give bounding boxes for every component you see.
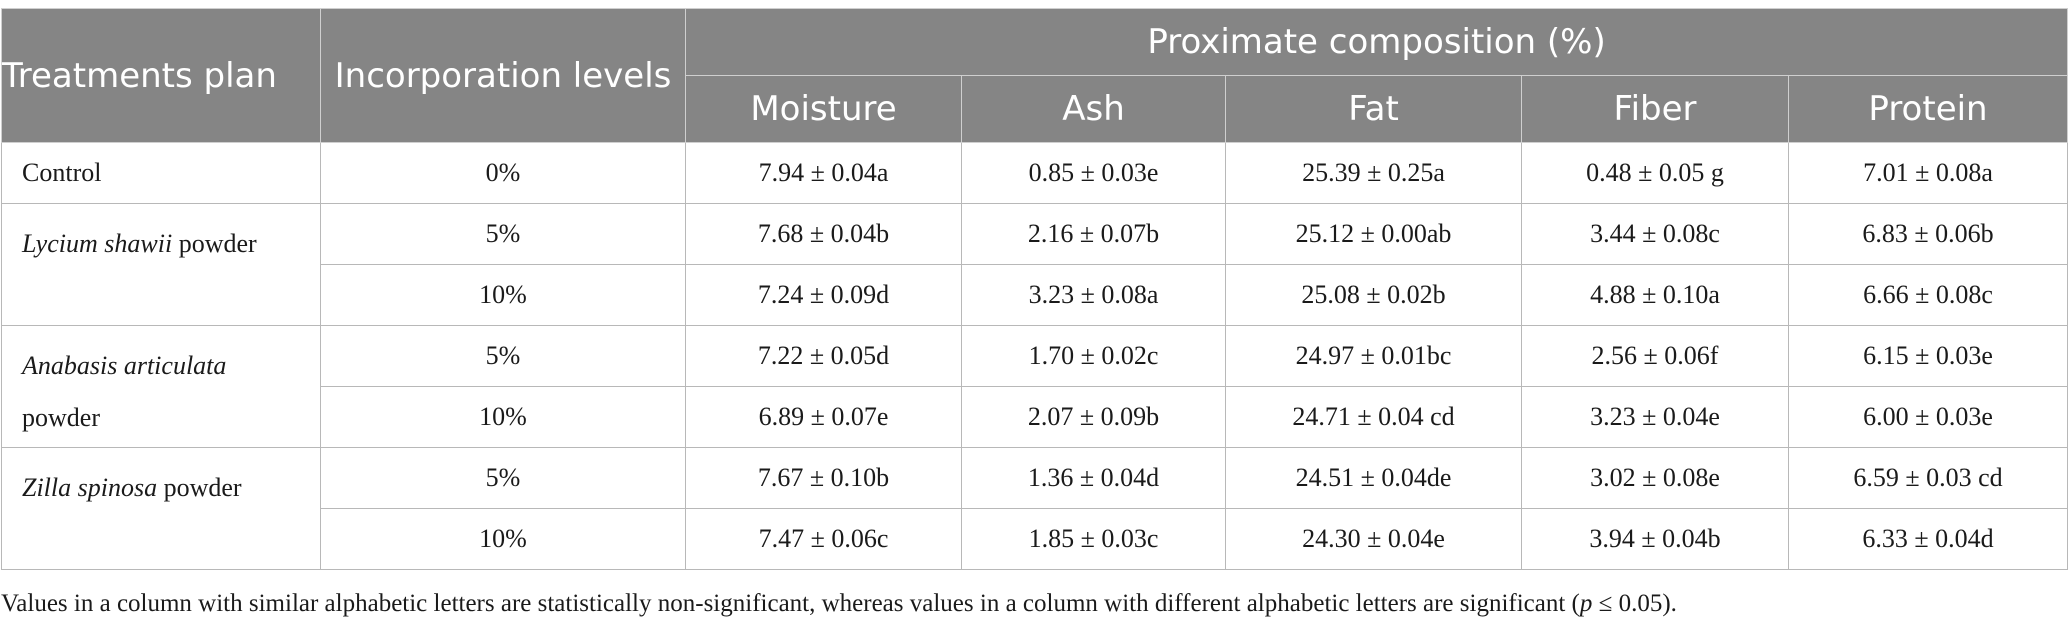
fat-value: 25.12 ± 0.00ab bbox=[1225, 203, 1522, 265]
header-moisture: Moisture bbox=[685, 75, 962, 143]
protein-value: 6.00 ± 0.03e bbox=[1787, 386, 2068, 448]
table-footnote: Values in a column with similar alphabet… bbox=[1, 590, 1677, 618]
treatment-name: Anabasis articulata powder bbox=[1, 325, 321, 448]
ash-value: 3.23 ± 0.08a bbox=[961, 264, 1226, 326]
treatment-name: Control bbox=[1, 142, 321, 204]
footnote-text: Values in a column with similar alphabet… bbox=[1, 590, 1580, 617]
moisture-value: 7.68 ± 0.04b bbox=[685, 203, 962, 265]
fiber-value: 3.44 ± 0.08c bbox=[1521, 203, 1789, 265]
incorporation-level: 5% bbox=[320, 325, 686, 387]
table-row: Zilla spinosa powder 5% 7.67 ± 0.10b 1.3… bbox=[1, 447, 2068, 570]
moisture-value: 6.89 ± 0.07e bbox=[685, 386, 962, 448]
fat-value: 24.51 ± 0.04de bbox=[1225, 447, 1522, 509]
incorporation-level: 10% bbox=[320, 508, 686, 570]
table-row: Lycium shawii powder 5% 7.68 ± 0.04b 2.1… bbox=[1, 203, 2068, 326]
ash-value: 1.85 ± 0.03c bbox=[961, 508, 1226, 570]
moisture-value: 7.24 ± 0.09d bbox=[685, 264, 962, 326]
incorporation-level: 5% bbox=[320, 447, 686, 509]
treatment-name: Lycium shawii powder bbox=[1, 203, 321, 326]
treatment-name-rest: Control bbox=[22, 158, 102, 187]
fat-value: 25.39 ± 0.25a bbox=[1225, 142, 1522, 204]
fat-value: 25.08 ± 0.02b bbox=[1225, 264, 1522, 326]
incorporation-level: 10% bbox=[320, 264, 686, 326]
fat-value: 24.30 ± 0.04e bbox=[1225, 508, 1522, 570]
fat-value: 24.97 ± 0.01bc bbox=[1225, 325, 1522, 387]
table-row: Anabasis articulata powder 5% 7.22 ± 0.0… bbox=[1, 325, 2068, 448]
ash-value: 2.16 ± 0.07b bbox=[961, 203, 1226, 265]
header-fat: Fat bbox=[1225, 75, 1522, 143]
fiber-value: 3.94 ± 0.04b bbox=[1521, 508, 1789, 570]
fiber-value: 4.88 ± 0.10a bbox=[1521, 264, 1789, 326]
protein-value: 6.15 ± 0.03e bbox=[1787, 325, 2068, 387]
ash-value: 0.85 ± 0.03e bbox=[961, 142, 1226, 204]
moisture-value: 7.67 ± 0.10b bbox=[685, 447, 962, 509]
treatment-name-italic: Zilla spinosa bbox=[22, 473, 158, 502]
ash-value: 1.70 ± 0.02c bbox=[961, 325, 1226, 387]
moisture-value: 7.94 ± 0.04a bbox=[685, 142, 962, 204]
moisture-value: 7.22 ± 0.05d bbox=[685, 325, 962, 387]
proximate-composition-table: Treatments plan Incorporation levels Pro… bbox=[1, 8, 2068, 570]
header-fiber: Fiber bbox=[1521, 75, 1789, 143]
header-treatments-plan: Treatments plan bbox=[1, 8, 321, 143]
table-row: 10% 6.89 ± 0.07e 2.07 ± 0.09b 24.71 ± 0.… bbox=[2, 386, 2068, 448]
protein-value: 6.83 ± 0.06b bbox=[1787, 203, 2068, 265]
fiber-value: 3.23 ± 0.04e bbox=[1521, 386, 1789, 448]
footnote-text-end: ≤ 0.05). bbox=[1592, 590, 1677, 617]
incorporation-level: 5% bbox=[320, 203, 686, 265]
fiber-value: 0.48 ± 0.05 g bbox=[1521, 142, 1789, 204]
fat-value: 24.71 ± 0.04 cd bbox=[1225, 386, 1522, 448]
fiber-value: 2.56 ± 0.06f bbox=[1521, 325, 1789, 387]
fiber-value: 3.02 ± 0.08e bbox=[1521, 447, 1789, 509]
treatment-name-rest: powder bbox=[22, 403, 100, 432]
header-incorporation-levels: Incorporation levels bbox=[320, 8, 686, 143]
protein-value: 7.01 ± 0.08a bbox=[1787, 142, 2068, 204]
moisture-value: 7.47 ± 0.06c bbox=[685, 508, 962, 570]
header-protein: Protein bbox=[1787, 75, 2068, 143]
table-row: Control 0% 7.94 ± 0.04a 0.85 ± 0.03e 25.… bbox=[1, 142, 2068, 204]
treatment-name-rest: powder bbox=[157, 473, 242, 502]
protein-value: 6.66 ± 0.08c bbox=[1787, 264, 2068, 326]
ash-value: 1.36 ± 0.04d bbox=[961, 447, 1226, 509]
header-ash: Ash bbox=[961, 75, 1226, 143]
treatment-name-rest: powder bbox=[172, 229, 257, 258]
header-proximate-composition: Proximate composition (%) bbox=[684, 8, 2068, 76]
table-container: Treatments plan Incorporation levels Pro… bbox=[0, 8, 2068, 570]
footnote-p-symbol: p bbox=[1579, 590, 1593, 617]
protein-value: 6.59 ± 0.03 cd bbox=[1787, 447, 2068, 509]
treatment-name-italic: Anabasis articulata bbox=[22, 351, 227, 380]
ash-value: 2.07 ± 0.09b bbox=[961, 386, 1226, 448]
treatment-name: Zilla spinosa powder bbox=[1, 447, 321, 570]
table-row: 10% 7.47 ± 0.06c 1.85 ± 0.03c 24.30 ± 0.… bbox=[2, 508, 2068, 570]
treatment-name-italic: Lycium shawii bbox=[22, 229, 173, 258]
incorporation-level: 0% bbox=[320, 142, 686, 204]
incorporation-level: 10% bbox=[320, 386, 686, 448]
protein-value: 6.33 ± 0.04d bbox=[1787, 508, 2068, 570]
